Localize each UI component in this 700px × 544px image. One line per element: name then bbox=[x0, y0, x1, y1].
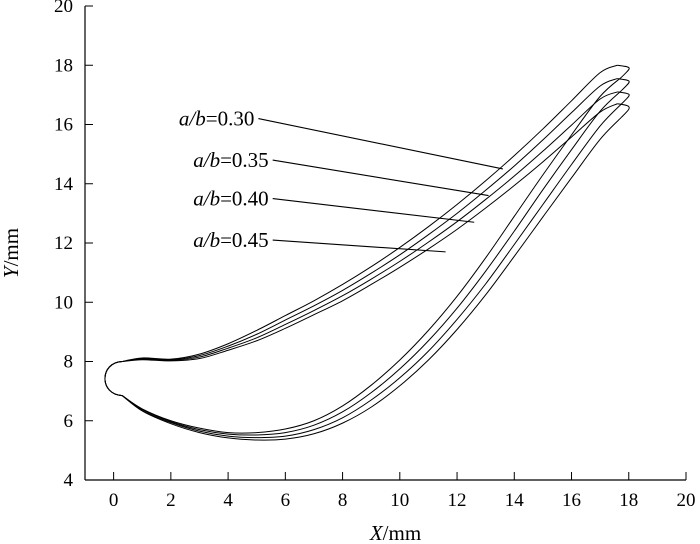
suction-side-line bbox=[122, 91, 618, 362]
pressure-side-line bbox=[121, 90, 622, 436]
series-label-value: =0.40 bbox=[220, 187, 269, 211]
y-tick-label: 4 bbox=[64, 470, 74, 491]
suction-side-line bbox=[122, 64, 618, 362]
y-tick-label: 18 bbox=[54, 55, 73, 76]
x-axis-label: X/mm bbox=[369, 521, 421, 544]
pressure-side-line bbox=[121, 116, 622, 441]
x-tick-label: 12 bbox=[448, 490, 467, 511]
series-group bbox=[104, 64, 630, 441]
y-tick-label: 20 bbox=[54, 0, 73, 17]
series-profile-1 bbox=[104, 78, 630, 436]
leading-edge-line bbox=[104, 361, 123, 397]
x-tick-label: 20 bbox=[677, 490, 696, 511]
y-axis-label: Y/mm bbox=[0, 228, 23, 278]
x-tick-label: 2 bbox=[166, 490, 176, 511]
x-tick-label: 10 bbox=[390, 490, 409, 511]
leading-edge-line bbox=[104, 361, 123, 397]
pressure-side-line bbox=[121, 103, 622, 439]
series-label: a/b=0.45 bbox=[193, 228, 268, 252]
series-labels: a/b=0.30a/b=0.35a/b=0.40a/b=0.45 bbox=[179, 107, 503, 253]
series-label-var: a/b bbox=[193, 187, 220, 211]
leader-line bbox=[258, 118, 503, 170]
y-tick-label: 16 bbox=[54, 115, 73, 136]
y-tick-label: 10 bbox=[54, 292, 73, 313]
trailing-edge-line bbox=[617, 91, 630, 105]
series-label-value: =0.30 bbox=[206, 107, 255, 131]
pressure-side-line bbox=[121, 76, 622, 434]
series-label: a/b=0.35 bbox=[193, 148, 268, 172]
trailing-edge-line bbox=[617, 64, 630, 78]
trailing-edge-line bbox=[617, 78, 630, 91]
trailing-edge-line bbox=[617, 103, 630, 118]
y-tick-label: 14 bbox=[54, 174, 74, 195]
y-tick-label: 8 bbox=[64, 352, 74, 373]
x-tick-label: 0 bbox=[109, 490, 119, 511]
axes: 0 2 4 6 8 10 12 14 16 18 20 4 6 8 10 12 14 16 18 20 bbox=[54, 0, 696, 511]
series-label-value: =0.35 bbox=[220, 148, 269, 172]
y-tick-label: 6 bbox=[64, 411, 74, 432]
leading-edge-line bbox=[104, 361, 123, 397]
series-label-var: a/b bbox=[193, 148, 220, 172]
series-profile-3 bbox=[104, 103, 630, 441]
series-label: a/b=0.30 bbox=[179, 107, 254, 131]
series-label-var: a/b bbox=[193, 228, 220, 252]
suction-side-line bbox=[122, 103, 618, 362]
series-label-var: a/b bbox=[179, 107, 206, 131]
x-tick-label: 8 bbox=[338, 490, 348, 511]
x-tick-label: 16 bbox=[562, 490, 581, 511]
x-tick-label: 6 bbox=[281, 490, 291, 511]
x-tick-label: 14 bbox=[505, 490, 525, 511]
series-label-value: =0.45 bbox=[220, 228, 269, 252]
leader-line bbox=[272, 239, 446, 253]
suction-side-line bbox=[122, 78, 618, 362]
y-tick-label: 12 bbox=[54, 233, 73, 254]
series-profile-2 bbox=[104, 91, 630, 439]
leading-edge-line bbox=[104, 361, 123, 397]
x-tick-label: 18 bbox=[619, 490, 638, 511]
leader-line bbox=[272, 159, 489, 197]
leader-line bbox=[272, 198, 475, 223]
series-label: a/b=0.40 bbox=[193, 187, 268, 211]
x-tick-label: 4 bbox=[223, 490, 233, 511]
